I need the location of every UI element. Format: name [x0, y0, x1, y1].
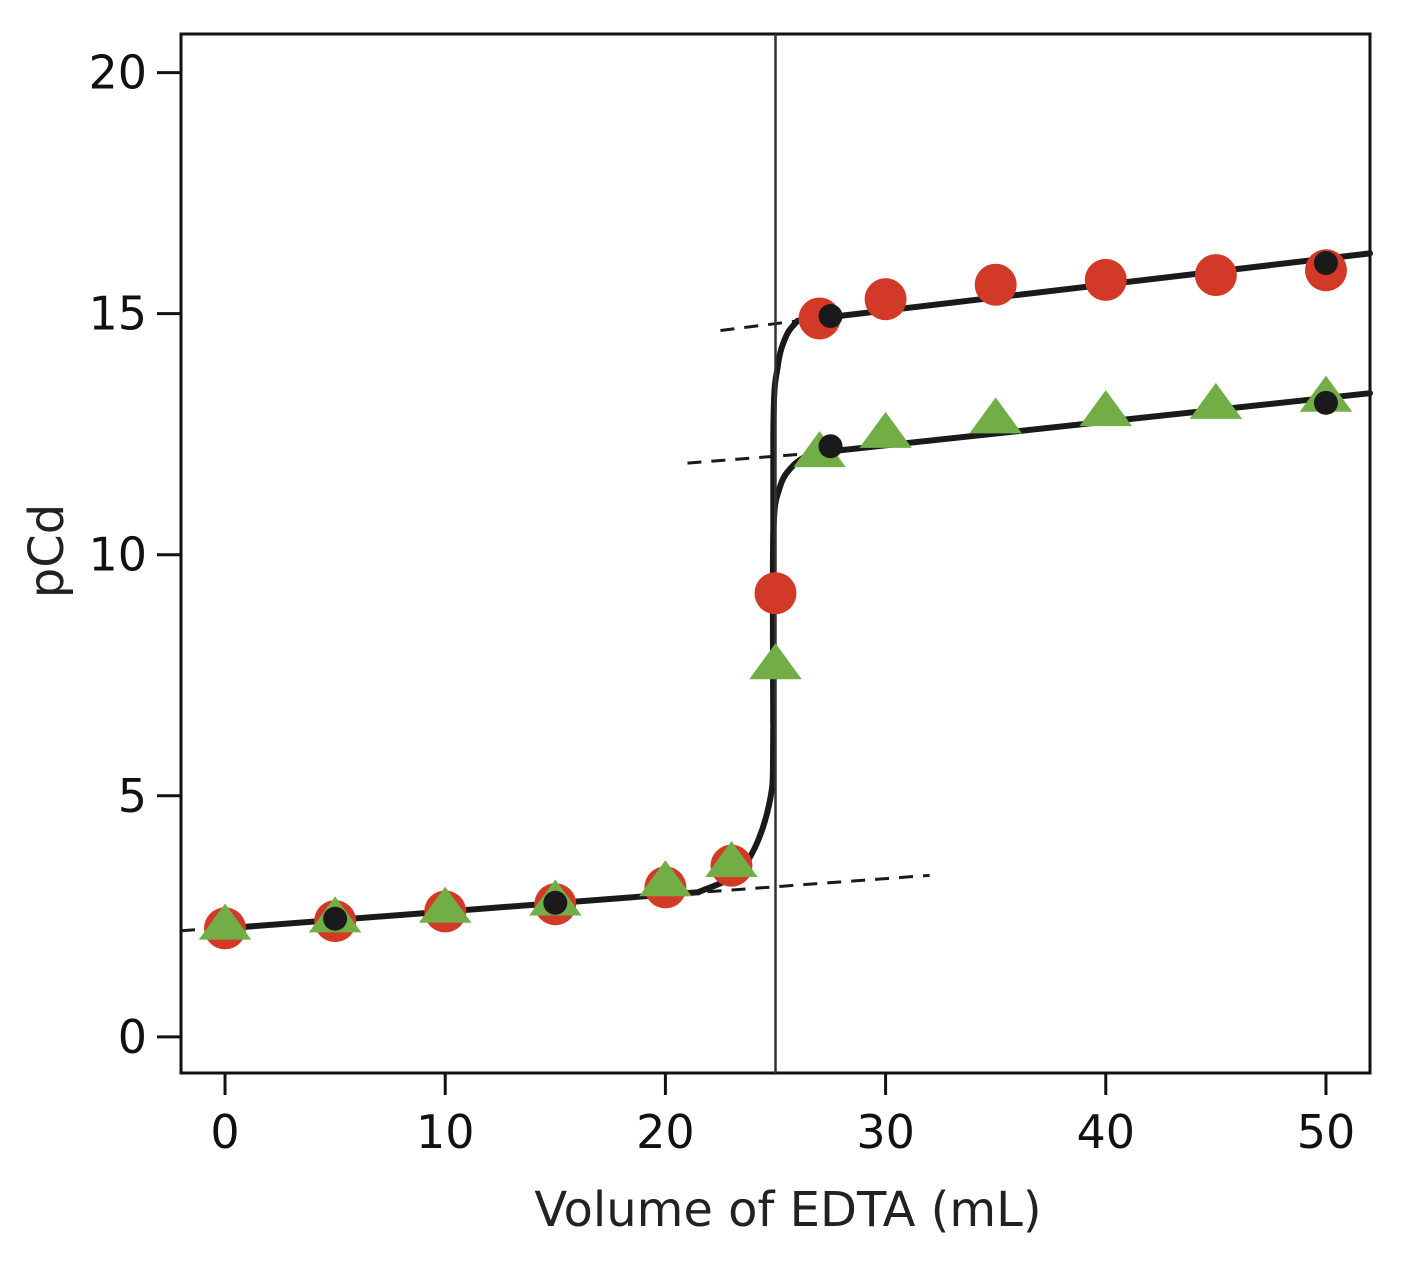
green-triangle-point: [639, 860, 692, 897]
x-tick-label: 20: [636, 1105, 695, 1159]
red-circle-point: [1194, 254, 1237, 297]
titration-curve: [769, 450, 814, 727]
black-dot-point: [323, 906, 348, 931]
black-dot-point: [1313, 390, 1338, 415]
red-circle-point: [864, 278, 907, 321]
y-tick-label: 0: [118, 1010, 147, 1064]
x-axis-title: Volume of EDTA (mL): [534, 1182, 1041, 1238]
green-triangle-point: [1079, 390, 1133, 427]
black-dot-point: [818, 304, 843, 329]
green-triangle-point: [418, 886, 472, 923]
x-tick-label: 0: [210, 1105, 239, 1159]
extrapolation-line: [720, 319, 798, 333]
x-axis: 0 10 20 30 40 50: [210, 1073, 1355, 1159]
y-axis: 0 5 10 15 20: [88, 46, 181, 1064]
green-triangle-point: [749, 643, 802, 680]
data-markers: [198, 249, 1353, 950]
red-circle-point: [754, 572, 797, 615]
y-tick-label: 20: [88, 46, 147, 100]
green-triangle-point: [705, 840, 758, 877]
x-tick-label: 10: [416, 1105, 475, 1159]
black-dot-point: [818, 434, 843, 459]
black-dot-point: [1313, 251, 1338, 276]
red-circle-point: [974, 263, 1017, 306]
y-tick-label: 15: [88, 287, 147, 341]
red-circle-point: [1084, 258, 1127, 301]
green-triangle-point: [1189, 382, 1243, 419]
green-triangle-point: [198, 903, 252, 940]
black-dot-point: [543, 890, 568, 915]
extrapolation-line: [687, 451, 811, 465]
x-tick-label: 30: [856, 1105, 915, 1159]
extrapolation-line: [180, 873, 930, 933]
x-tick-label: 40: [1077, 1105, 1136, 1159]
y-axis-title: pCd: [19, 504, 75, 598]
y-tick-label: 5: [118, 769, 147, 823]
y-tick-label: 10: [88, 528, 147, 582]
green-triangle-point: [859, 411, 912, 448]
green-triangle-point: [969, 397, 1022, 434]
x-tick-label: 50: [1297, 1105, 1356, 1159]
